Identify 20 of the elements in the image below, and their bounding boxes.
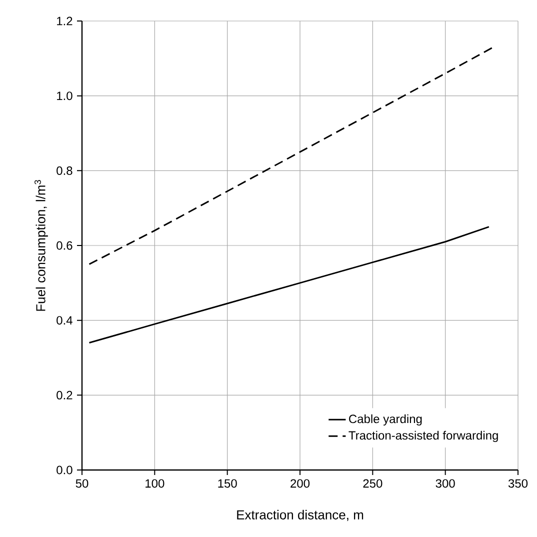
x-tick-label: 300 [436,479,455,488]
line-series [88,226,490,344]
y-tick-label: 0.0 [56,466,72,474]
x-tick-label: 50 [76,479,88,488]
y-tick-label: 0.8 [56,166,72,175]
legend-label: Traction-assisted forwarding [348,430,498,442]
x-tick-label: 150 [218,479,237,488]
x-tick-label: 350 [508,479,528,488]
x-tick-label: 200 [290,479,310,488]
y-tick-label: 0.4 [56,316,72,325]
legend-label: Cable yarding [349,414,422,426]
y-axis-title: Fuel consumption, l/m$^{3}$ [34,180,48,311]
y-tick-label: 0.6 [56,241,72,250]
y-tick-label: 0.2 [56,390,72,400]
y-tick-label: 1.0 [57,92,72,100]
x-tick-label: 250 [363,479,382,488]
y-tick-label: 1.2 [57,16,72,26]
line-series [88,46,494,265]
x-axis-title: Extraction distance, m [237,510,364,521]
x-tick-label: 100 [146,479,164,488]
